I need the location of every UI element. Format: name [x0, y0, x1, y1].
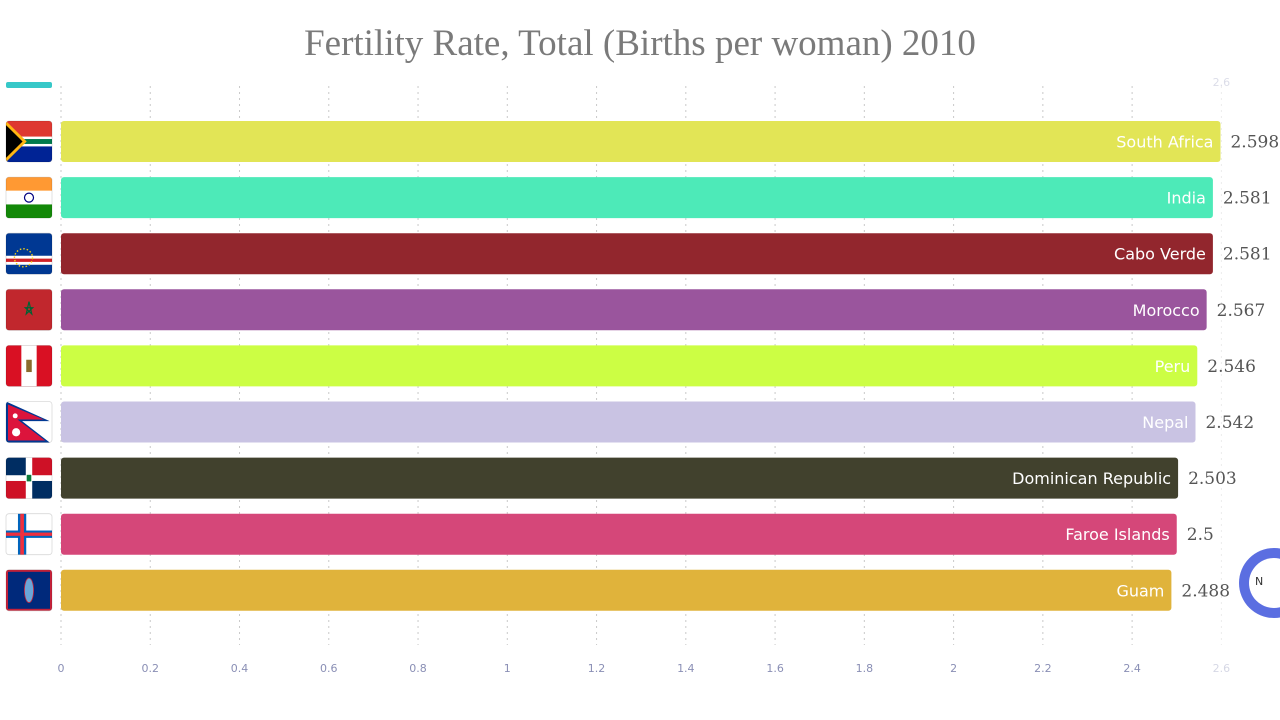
bar-value-label: 2.567: [1217, 301, 1266, 321]
x-tick-label: 0.2: [142, 662, 160, 675]
bar: [61, 177, 1213, 219]
bar-category-label: India: [1167, 189, 1206, 208]
x-tick-label: 0.8: [409, 662, 427, 675]
flag-peru-icon: [5, 344, 53, 387]
flag-india-icon: [5, 176, 53, 219]
bar-category-label: South Africa: [1116, 133, 1213, 152]
x-tick-label: 1: [504, 662, 511, 675]
flag-dominican-republic-icon: [5, 457, 53, 500]
x-tick-label: 1.6: [766, 662, 784, 675]
x-tick-label: 0.4: [231, 662, 249, 675]
flag-south-africa-icon: [5, 120, 53, 163]
bar-category-label: Peru: [1155, 357, 1191, 376]
bar-category-label: Nepal: [1142, 413, 1188, 432]
bars: South Africa 2.598 India 2.581 Cabo Verde 2.5…: [61, 121, 1279, 611]
flag-morocco-icon: [5, 288, 53, 331]
bar-value-label: 2.546: [1207, 357, 1256, 377]
logo-letter: N: [1255, 575, 1264, 588]
bar: [61, 401, 1196, 443]
x-tick-label: 1.8: [856, 662, 874, 675]
x-tick-label: 2.2: [1034, 662, 1052, 675]
x-tick-label-top: 2.6: [1213, 76, 1231, 89]
logo-inner: [1249, 558, 1280, 608]
flag-cabo-verde-icon: [5, 232, 53, 275]
flag-guam-icon: [5, 569, 53, 612]
bar: [61, 345, 1198, 387]
x-tick-label: 1.4: [677, 662, 695, 675]
flag-nepal-icon: [5, 401, 53, 443]
bar-category-label: Cabo Verde: [1114, 245, 1206, 264]
x-tick-label: 2.4: [1123, 662, 1141, 675]
bar-value-label: 2.581: [1223, 189, 1272, 209]
flag-faroe-islands-icon: [5, 513, 53, 556]
bar-value-label: 2.488: [1181, 581, 1230, 601]
x-tick-label: 2.6: [1213, 662, 1231, 675]
bar: [61, 289, 1207, 331]
bar-category-label: Morocco: [1133, 301, 1200, 320]
bar-category-label: Guam: [1116, 581, 1164, 600]
bar-value-label: 2.598: [1230, 133, 1279, 153]
bar: [61, 457, 1179, 499]
flags: [5, 82, 53, 612]
bar-category-label: Faroe Islands: [1065, 525, 1169, 544]
x-tick-label: 2: [950, 662, 957, 675]
bar-category-label: Dominican Republic: [1012, 469, 1171, 488]
x-axis-ticks: 0 0.2 0.4 0.6 0.8 1 1.2 1.4 1.6 1.8 2 2.2 2.4 2.6 2.6: [58, 76, 1231, 675]
x-tick-label: 1.2: [588, 662, 606, 675]
x-tick-label: 0: [58, 662, 65, 675]
bar: [61, 569, 1172, 611]
bar-value-label: 2.503: [1188, 469, 1237, 489]
x-tick-label: 0.6: [320, 662, 338, 675]
bar: [61, 233, 1213, 275]
bar: [61, 121, 1221, 162]
partial-flag-icon: [6, 82, 52, 88]
bar-value-label: 2.581: [1223, 245, 1272, 265]
bar-value-label: 2.542: [1205, 413, 1254, 433]
bar-value-label: 2.5: [1187, 525, 1214, 545]
bar: [61, 513, 1177, 555]
chart-title: Fertility Rate, Total (Births per woman)…: [304, 23, 976, 64]
